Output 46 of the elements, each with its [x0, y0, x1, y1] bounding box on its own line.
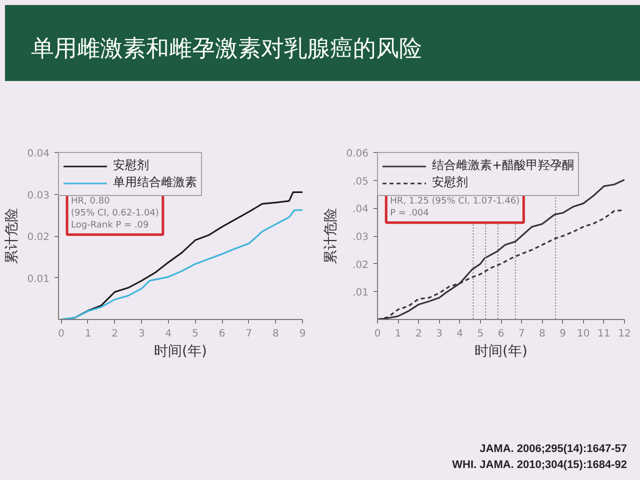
y-tick-label: 0.03	[27, 190, 50, 202]
y-tick-label: 0.02	[27, 232, 50, 243]
x-tick-label: 4	[165, 328, 172, 340]
x-tick-label: 5	[192, 328, 198, 340]
x-tick-label: 1	[394, 328, 402, 340]
legend-label: 单用结合雌激素	[113, 174, 197, 191]
y-tick-label: .01	[352, 288, 369, 299]
y-tick-label: .03	[352, 232, 369, 243]
x-tick-label: 1	[84, 328, 92, 340]
x-tick-label: 12	[618, 328, 631, 340]
x-tick-label: 11	[598, 328, 610, 340]
x-tick-label: 8	[538, 328, 546, 340]
x-tick-label: 7	[518, 328, 525, 340]
x-tick-label: 10	[576, 328, 590, 340]
x-tick-label: 7	[246, 328, 252, 340]
x-tick-label: 6	[498, 328, 504, 340]
x-axis-title: 时间(年)	[154, 344, 207, 360]
x-tick-label: 9	[560, 328, 566, 340]
x-tick-label: 0	[58, 328, 64, 340]
text: JAMA. 2006;295(14):1647-57	[480, 443, 627, 455]
x-tick-label: 0	[374, 328, 381, 340]
legend-label: 安慰剂	[113, 157, 149, 174]
y-tick-label: 0.01	[27, 274, 50, 285]
legend-label: 结合雌激素+醋酸甲羟孕酮	[432, 157, 574, 174]
x-tick-label: 5	[477, 328, 484, 340]
y-axis-title: 累计危险	[323, 208, 340, 264]
y-tick-label: .04	[352, 204, 369, 216]
x-tick-label: 9	[299, 328, 306, 340]
x-tick-label: 8	[272, 328, 279, 340]
y-axis-title: 累计危险	[4, 208, 20, 264]
y-tick-label: .05	[352, 176, 369, 188]
x-tick-label: 2	[415, 328, 422, 340]
x-tick-label: 3	[436, 328, 442, 340]
y-tick-label: 0.04	[27, 148, 50, 160]
x-tick-label: 6	[218, 328, 226, 340]
legend-label: 安慰剂	[432, 174, 468, 191]
y-tick-label: .02	[352, 260, 369, 271]
annotation: HR, 0.80 (95% CI, 0.62-1.04) Log-Rank P = .09	[71, 196, 159, 231]
annotation: HR, 1.25 (95% CI, 1.07-1.46) P = .004	[390, 196, 520, 219]
x-axis-title: 时间(年)	[474, 344, 528, 360]
chart-title: 单用雌激素和雌孕激素对乳腺癌的风险	[31, 35, 422, 64]
x-tick-label: 4	[456, 328, 464, 340]
text: WHI. JAMA. 2010;304(15):1684-92	[452, 458, 627, 471]
y-tick-label: 0.06	[346, 148, 368, 160]
x-tick-label: 3	[138, 328, 145, 340]
x-tick-label: 2	[112, 328, 118, 340]
